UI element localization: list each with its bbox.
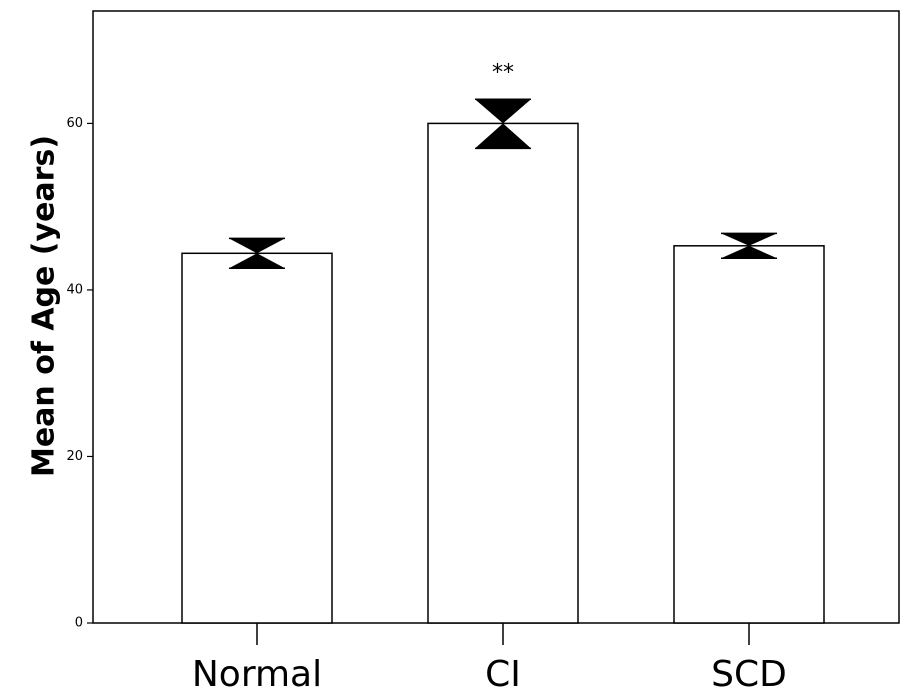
bar-normal bbox=[181, 252, 333, 624]
y-tick-label: 40 bbox=[66, 282, 83, 297]
error-wedge-lower bbox=[475, 123, 531, 149]
x-tick-label-ci: CI bbox=[485, 654, 521, 693]
annotations: ** bbox=[492, 60, 514, 85]
y-tick-label: 20 bbox=[66, 449, 83, 464]
error-wedge-lower bbox=[721, 245, 777, 259]
y-axis-ticks: 0 20 40 60 bbox=[66, 116, 93, 631]
bar-scd bbox=[673, 245, 825, 624]
bar-ci bbox=[427, 122, 579, 624]
error-wedge-upper bbox=[229, 238, 285, 254]
error-wedge-lower bbox=[229, 253, 285, 269]
bars bbox=[181, 122, 825, 624]
x-axis-ticks: Normal CI SCD bbox=[192, 623, 787, 693]
y-axis-label: Mean of Age (years) bbox=[27, 135, 62, 477]
error-bars bbox=[229, 98, 777, 270]
error-wedge-upper bbox=[721, 233, 777, 246]
error-wedge-upper bbox=[475, 99, 531, 124]
x-tick-label-scd: SCD bbox=[711, 654, 787, 693]
significance-annotation: ** bbox=[492, 60, 514, 85]
y-tick-label: 60 bbox=[66, 116, 83, 131]
x-tick-label-normal: Normal bbox=[192, 654, 322, 693]
y-tick-label: 0 bbox=[75, 616, 83, 631]
